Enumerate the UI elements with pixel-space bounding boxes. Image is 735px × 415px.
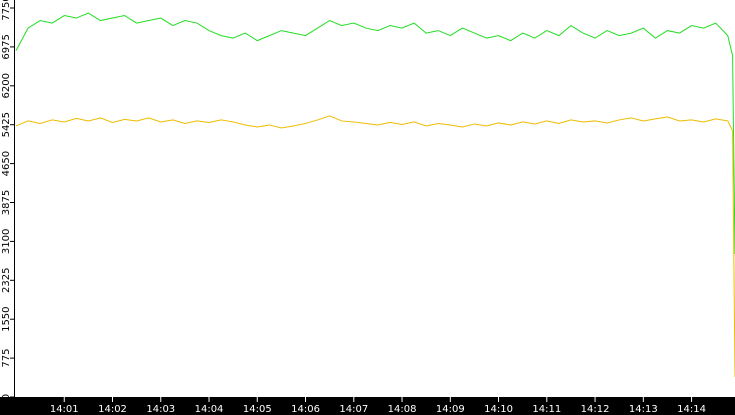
y-tick-label: 775 bbox=[1, 349, 12, 368]
x-tick-label: 14:07 bbox=[339, 404, 368, 415]
x-tick-label: 14:13 bbox=[629, 404, 658, 415]
x-tick-label: 14:12 bbox=[581, 404, 610, 415]
x-tick-label: 14:03 bbox=[146, 404, 175, 415]
y-tick-label: 6975 bbox=[1, 34, 12, 59]
x-tick-label: 14:04 bbox=[195, 404, 224, 415]
y-tick-label: 7750 bbox=[1, 0, 12, 21]
y-tick-label: 4650 bbox=[1, 151, 12, 176]
x-tick-label: 14:08 bbox=[388, 404, 417, 415]
y-tick-label: 5425 bbox=[1, 112, 12, 137]
series-line bbox=[15, 115, 735, 377]
y-tick-label: 1550 bbox=[1, 306, 12, 331]
x-tick-label: 14:11 bbox=[532, 404, 561, 415]
y-tick-label: 0 bbox=[1, 394, 12, 400]
y-tick-label: 3100 bbox=[1, 229, 12, 254]
x-tick-label: 14:05 bbox=[243, 404, 272, 415]
y-tick-label: 2325 bbox=[1, 268, 12, 293]
x-tick-label: 14:10 bbox=[484, 404, 513, 415]
x-tick-label: 14:09 bbox=[436, 404, 465, 415]
y-tick-label: 6200 bbox=[1, 73, 12, 98]
series-line bbox=[15, 12, 735, 254]
x-tick-label: 14:02 bbox=[98, 404, 127, 415]
x-tick-label: 14:14 bbox=[677, 404, 706, 415]
x-tick-label: 14:06 bbox=[291, 404, 320, 415]
x-tick-label: 14:01 bbox=[50, 404, 79, 415]
x-axis-bar bbox=[0, 397, 735, 415]
y-tick-label: 3875 bbox=[1, 190, 12, 215]
